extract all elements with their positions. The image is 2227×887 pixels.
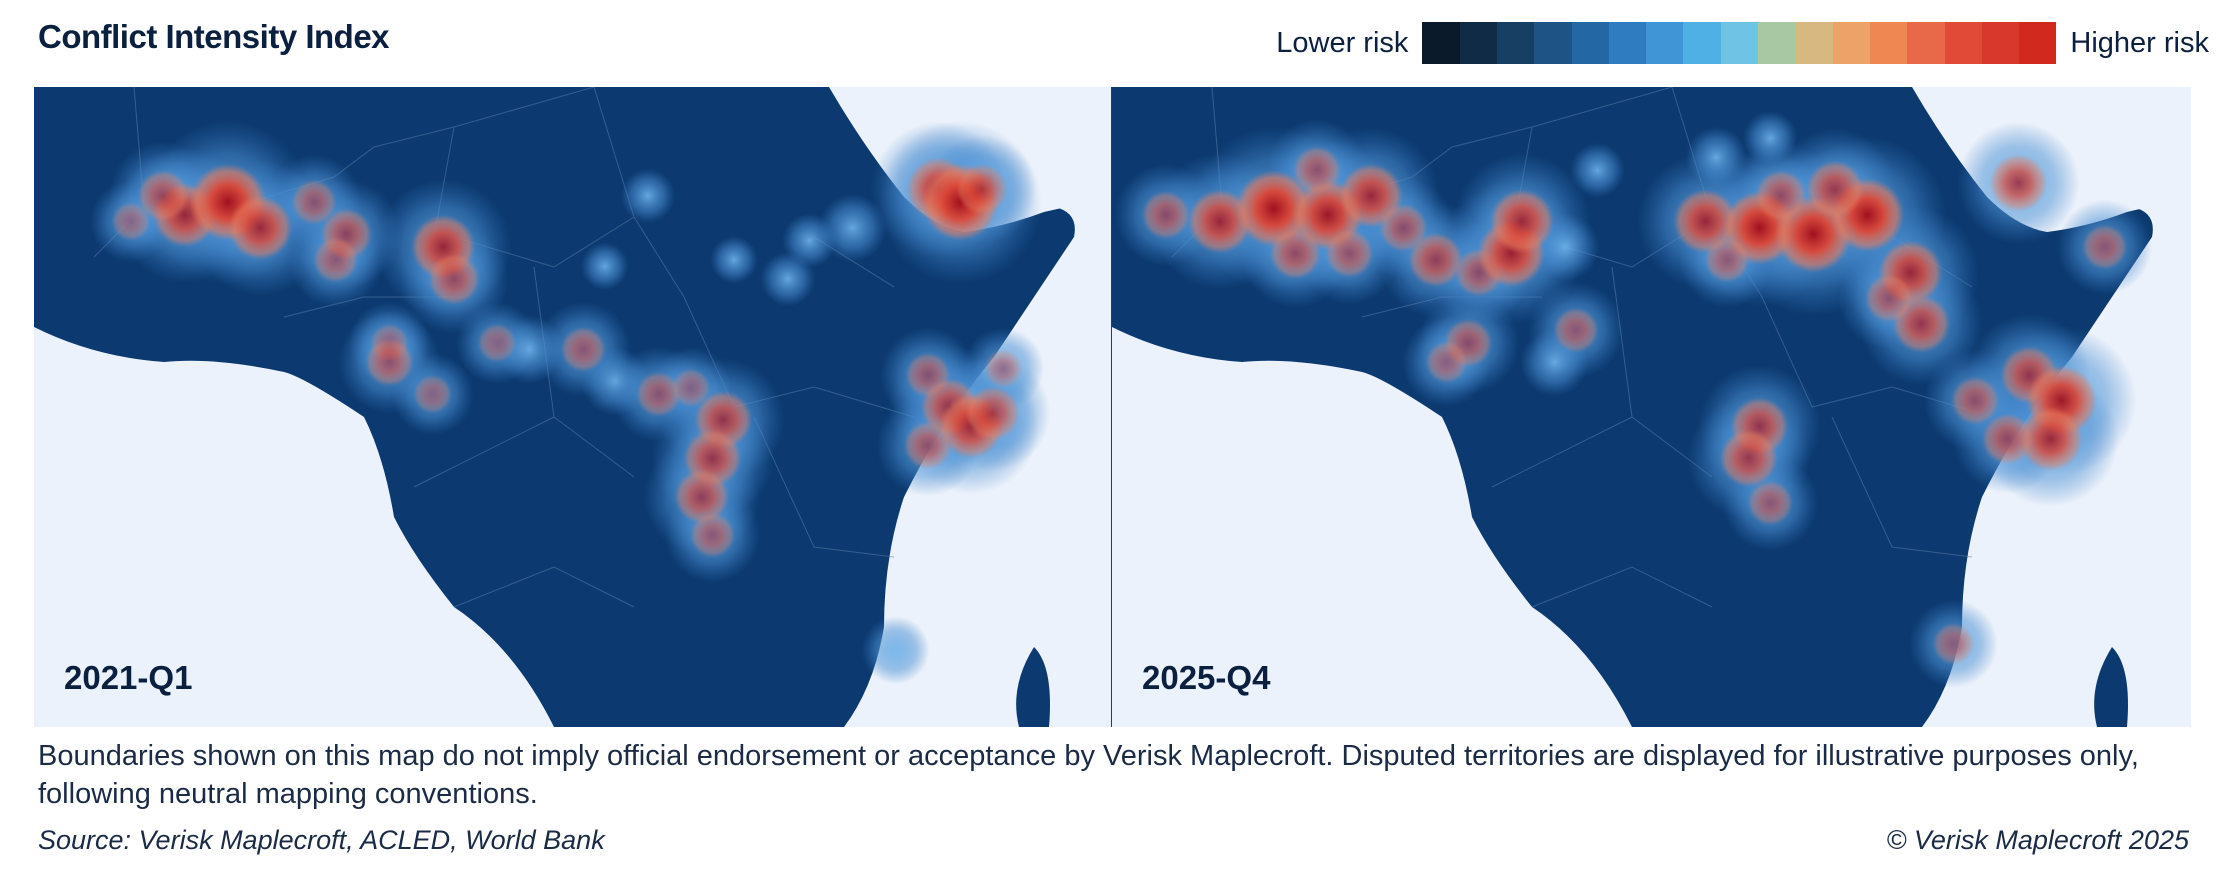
- hotspot-core: [1425, 341, 1468, 383]
- map-panel-2021[interactable]: 2021-Q1: [34, 87, 1111, 727]
- hotspot-core: [1325, 229, 1374, 278]
- legend-swatch: [1944, 22, 1982, 64]
- period-label-left: 2021-Q1: [64, 659, 193, 696]
- copyright-note: © Verisk Maplecroft 2025: [1886, 825, 2189, 855]
- madagascar: [1016, 647, 1050, 727]
- hotspot-core: [1235, 170, 1313, 247]
- legend-swatch: [1720, 22, 1759, 64]
- hotspot-core: [1408, 232, 1463, 287]
- hotspot-core: [956, 163, 1008, 215]
- hotspot-core: [1755, 170, 1807, 222]
- legend-swatch: [1981, 22, 2020, 64]
- legend-swatch: [1608, 22, 1647, 64]
- hotspot-core: [984, 349, 1023, 388]
- madagascar: [2094, 647, 2128, 727]
- hotspot-layer-left: [90, 120, 1051, 685]
- hotspot-core: [111, 202, 151, 241]
- map-comparison: 2021-Q1: [34, 87, 2191, 727]
- hotspot-core: [1704, 237, 1750, 283]
- legend-swatch: [1832, 22, 1870, 64]
- legend-swatch: [1683, 22, 1721, 64]
- hotspot-core: [671, 368, 711, 407]
- hotspot-core: [365, 338, 414, 387]
- hotspot-core: [1747, 480, 1793, 526]
- hotspot-core: [1490, 189, 1555, 254]
- hotspot-core: [1553, 307, 1599, 353]
- hotspot-core: [965, 386, 1020, 441]
- legend-color-bar: [1422, 22, 2057, 64]
- hotspot-core: [1379, 203, 1428, 252]
- hotspot-glow: [1570, 143, 1625, 198]
- hotspot-core: [228, 195, 293, 260]
- hotspot-core: [636, 371, 682, 417]
- legend-swatch: [2019, 22, 2057, 64]
- hotspot-core: [690, 512, 735, 558]
- hotspot-core: [903, 421, 952, 470]
- hotspot-core: [1719, 429, 1778, 488]
- hotspot-core: [1141, 191, 1190, 239]
- hotspot-core: [1673, 189, 1738, 254]
- period-label-right: 2025-Q4: [1142, 659, 1271, 696]
- hotspot-core: [1806, 160, 1864, 219]
- hotspot-core: [428, 253, 480, 305]
- legend-swatch: [1497, 22, 1535, 64]
- map-panel-2025[interactable]: 2025-Q4: [1112, 87, 2191, 727]
- hotspot-glow: [861, 616, 930, 685]
- hotspot-core: [560, 327, 606, 372]
- source-note: Source: Verisk Maplecroft, ACLED, World …: [38, 825, 605, 855]
- hotspot-core: [2018, 407, 2083, 471]
- hotspot-core: [291, 179, 337, 225]
- chart-title: Conflict Intensity Index: [38, 18, 390, 55]
- hotspot-core: [137, 170, 189, 222]
- legend-swatch: [1459, 22, 1497, 64]
- hotspot-layer-right: [1114, 111, 2153, 688]
- map-canvas-left: [34, 87, 1111, 727]
- legend-swatch: [1571, 22, 1609, 64]
- hotspot-core: [1293, 146, 1342, 195]
- panel-divider: [1111, 87, 1112, 727]
- hotspot-core: [2082, 224, 2128, 270]
- hotspot-core: [1269, 227, 1322, 279]
- hotspot-glow: [581, 242, 629, 290]
- hotspot-core: [413, 375, 452, 414]
- hotspot-core: [674, 469, 729, 524]
- hotspot-core: [313, 237, 358, 283]
- hotspot-core: [1981, 413, 2034, 465]
- hotspot-core: [1932, 623, 1975, 665]
- risk-legend: Lower risk Higher risk: [1276, 22, 2209, 64]
- legend-swatch: [1422, 22, 1460, 64]
- disclaimer-text: Boundaries shown on this map do not impl…: [38, 740, 2139, 810]
- hotspot-glow: [1742, 111, 1798, 166]
- hotspot-glow: [1685, 126, 1747, 188]
- hotspot-core: [477, 323, 517, 363]
- legend-swatch: [1795, 22, 1833, 64]
- hotspot-core: [1951, 376, 2000, 425]
- hotspot-core: [1989, 154, 2048, 212]
- hotspot-glow: [620, 168, 676, 223]
- legend-swatch: [1534, 22, 1572, 64]
- legend-swatch: [1907, 22, 1945, 64]
- legend-swatch: [1869, 22, 1908, 64]
- hotspot-core: [1864, 274, 1913, 323]
- legend-low-label: Lower risk: [1276, 26, 1409, 59]
- hotspot-glow: [710, 236, 758, 284]
- legend-high-label: Higher risk: [2070, 26, 2209, 59]
- hotspot-glow: [760, 251, 816, 307]
- map-canvas-right: [1112, 87, 2191, 727]
- legend-swatch: [1646, 22, 1684, 64]
- legend-swatch: [1758, 22, 1796, 64]
